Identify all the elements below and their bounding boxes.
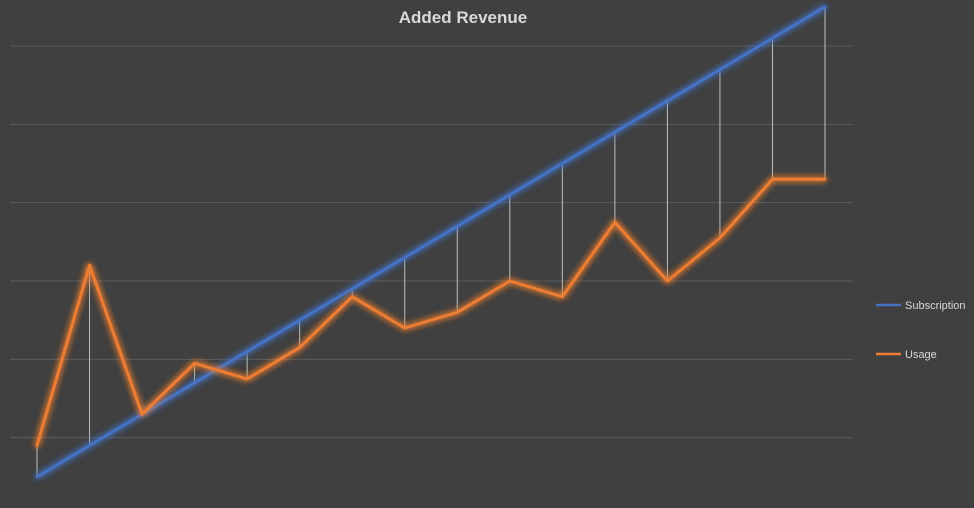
series-line-usage (35, 177, 827, 447)
series-line-subscription (35, 5, 827, 479)
series-lines (35, 5, 827, 479)
legend-label-usage: Usage (905, 349, 937, 361)
chart-title: Added Revenue (399, 8, 527, 27)
legend-label-subscription: Subscription (905, 300, 966, 312)
legend: Subscription Usage (876, 300, 966, 361)
gridlines (10, 45, 853, 439)
